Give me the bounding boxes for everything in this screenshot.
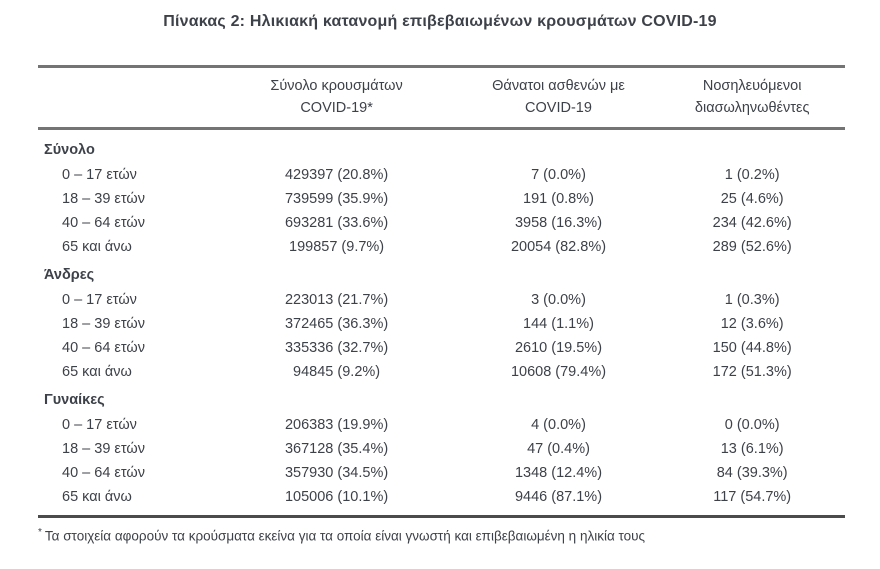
age-label: 0 – 17 ετών (62, 417, 137, 433)
header-deaths-line2: COVID-19 (525, 100, 592, 116)
deaths-cell: 191 (0.8%) (523, 191, 594, 207)
age-label: 18 – 39 ετών (62, 441, 145, 457)
intubated-cell: 25 (4.6%) (720, 191, 784, 207)
cases-cell: 223013 (21.7%) (284, 292, 389, 308)
deaths-cell: 2610 (19.5%) (514, 340, 603, 356)
intubated-cell: 1 (0.2%) (724, 167, 780, 183)
table-body: Σύνολο 0 – 17 ετών 429397 (20.8%) 7 (0.0… (38, 130, 845, 518)
intubated-cell: 234 (42.6%) (712, 215, 792, 231)
intubated-cell: 150 (44.8%) (712, 340, 792, 356)
table-row: 0 – 17 ετών 223013 (21.7%) 3 (0.0%) 1 (0… (38, 288, 845, 312)
cases-cell: 335336 (32.7%) (284, 340, 389, 356)
deaths-cell: 3 (0.0%) (531, 292, 586, 308)
table-row: 18 – 39 ετών 739599 (35.9%) 191 (0.8%) 2… (38, 187, 845, 211)
cases-cell: 429397 (20.8%) (284, 167, 389, 183)
table-row: 40 – 64 ετών 335336 (32.7%) 2610 (19.5%)… (38, 336, 845, 360)
cases-cell: 94845 (9.2%) (293, 364, 381, 380)
intubated-cell: 1 (0.3%) (724, 292, 780, 308)
table-row: 18 – 39 ετών 367128 (35.4%) 47 (0.4%) 13… (38, 437, 845, 461)
header-total-cases: Σύνολο κρουσμάτων COVID-19* (216, 75, 458, 119)
table-footnote: * Τα στοιχεία αφορούν τα κρούσματα εκείνα… (38, 524, 845, 546)
footnote-text: Τα στοιχεία αφορούν τα κρούσματα εκείνα … (44, 528, 646, 544)
header-deaths: Θάνατοι ασθενών με COVID-19 (458, 75, 660, 119)
intubated-cell: 172 (51.3%) (712, 364, 792, 380)
header-intubated-line1: Νοσηλευόμενοι (702, 78, 802, 94)
table-row: 65 και άνω 105006 (10.1%) 9446 (87.1%) 1… (38, 485, 845, 509)
cases-cell: 739599 (35.9%) (284, 191, 389, 207)
footnote-asterisk: * (38, 527, 42, 538)
cases-cell: 372465 (36.3%) (284, 316, 389, 332)
table-title: Πίνακας 2: Ηλικιακή κατανομή επιβεβαιωμέ… (163, 13, 717, 30)
section-header-men: Άνδρες (38, 261, 845, 288)
deaths-cell: 9446 (87.1%) (514, 489, 603, 505)
deaths-cell: 144 (1.1%) (523, 316, 594, 332)
deaths-cell: 47 (0.4%) (527, 441, 590, 457)
deaths-cell: 7 (0.0%) (531, 167, 586, 183)
deaths-cell: 20054 (82.8%) (510, 239, 607, 255)
intubated-cell: 289 (52.6%) (712, 239, 792, 255)
section-label: Άνδρες (44, 266, 95, 283)
table-header-row: Σύνολο κρουσμάτων COVID-19* Θάνατοι ασθε… (38, 65, 845, 130)
cases-cell: 357930 (34.5%) (284, 465, 389, 481)
cases-cell: 206383 (19.9%) (284, 417, 389, 433)
intubated-cell: 84 (39.3%) (716, 465, 788, 481)
section-header-total: Σύνολο (38, 136, 845, 163)
table-row: 18 – 39 ετών 372465 (36.3%) 144 (1.1%) 1… (38, 312, 845, 336)
header-intubated: Νοσηλευόμενοι διασωληνωθέντες (659, 75, 845, 119)
covid-age-distribution-table: Σύνολο κρουσμάτων COVID-19* Θάνατοι ασθε… (38, 65, 845, 518)
age-label: 18 – 39 ετών (62, 191, 145, 207)
deaths-cell: 1348 (12.4%) (514, 465, 603, 481)
age-label: 40 – 64 ετών (62, 465, 145, 481)
age-label: 65 και άνω (62, 489, 132, 505)
header-empty-cell (38, 75, 216, 119)
intubated-cell: 12 (3.6%) (720, 316, 784, 332)
table-row: 0 – 17 ετών 429397 (20.8%) 7 (0.0%) 1 (0… (38, 163, 845, 187)
intubated-cell: 13 (6.1%) (720, 441, 784, 457)
table-row: 65 και άνω 199857 (9.7%) 20054 (82.8%) 2… (38, 235, 845, 259)
table-row: 0 – 17 ετών 206383 (19.9%) 4 (0.0%) 0 (0… (38, 413, 845, 437)
intubated-cell: 117 (54.7%) (713, 489, 792, 505)
header-total-cases-line2: COVID-19* (300, 100, 373, 116)
cases-cell: 693281 (33.6%) (284, 215, 389, 231)
table-row: 40 – 64 ετών 693281 (33.6%) 3958 (16.3%)… (38, 211, 845, 235)
section-label: Γυναίκες (44, 391, 105, 408)
cases-cell: 367128 (35.4%) (284, 441, 389, 457)
age-label: 40 – 64 ετών (62, 215, 145, 231)
deaths-cell: 3958 (16.3%) (514, 215, 603, 231)
header-deaths-line1: Θάνατοι ασθενών με (492, 78, 625, 94)
age-label: 18 – 39 ετών (62, 316, 145, 332)
table-row: 40 – 64 ετών 357930 (34.5%) 1348 (12.4%)… (38, 461, 845, 485)
table-row: 65 και άνω 94845 (9.2%) 10608 (79.4%) 17… (38, 360, 845, 384)
section-header-women: Γυναίκες (38, 386, 845, 413)
cases-cell: 105006 (10.1%) (284, 489, 389, 505)
age-label: 40 – 64 ετών (62, 340, 145, 356)
age-label: 0 – 17 ετών (62, 292, 137, 308)
header-total-cases-line1: Σύνολο κρουσμάτων (270, 78, 403, 94)
deaths-cell: 4 (0.0%) (531, 417, 586, 433)
age-label: 65 και άνω (62, 239, 132, 255)
section-label: Σύνολο (44, 141, 95, 158)
age-label: 65 και άνω (62, 364, 132, 380)
header-intubated-line2: διασωληνωθέντες (694, 100, 810, 116)
deaths-cell: 10608 (79.4%) (510, 364, 607, 380)
intubated-cell: 0 (0.0%) (724, 417, 780, 433)
cases-cell: 199857 (9.7%) (289, 239, 385, 255)
age-label: 0 – 17 ετών (62, 167, 137, 183)
